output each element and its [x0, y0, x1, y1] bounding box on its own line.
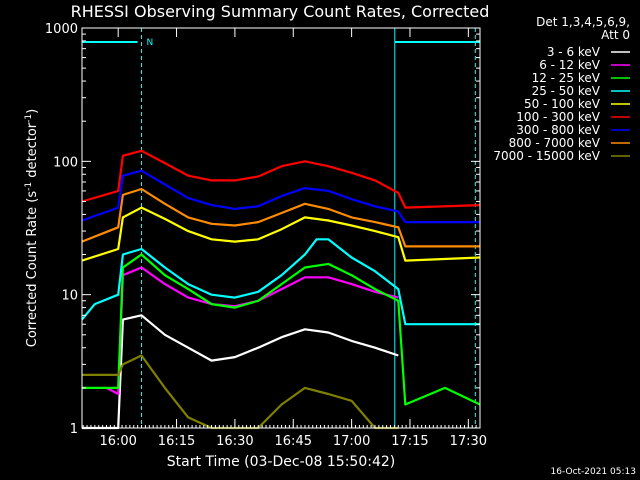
y-axis-label: Corrected Count Rate (s-1 detector-1) — [24, 109, 40, 347]
legend-label: 100 - 300 keV — [516, 110, 600, 124]
legend-label: 300 - 800 keV — [516, 123, 600, 137]
y-tick-label: 100 — [53, 155, 78, 170]
series-line-6 — [81, 169, 480, 224]
x-tick-label: 16:30 — [216, 434, 253, 449]
x-tick-label: 17:15 — [391, 434, 428, 449]
timestamp: 16-Oct-2021 05:13 — [551, 467, 636, 477]
legend-header-line-1: Det 1,3,4,5,6,9, — [536, 15, 630, 29]
x-tick-label: 17:00 — [333, 434, 370, 449]
legend-label: 3 - 6 keV — [547, 45, 601, 59]
y-tick-label: 10 — [61, 289, 78, 304]
y-tick-label: 1 — [70, 422, 78, 437]
x-tick-label: 16:45 — [275, 434, 312, 449]
legend-label: 6 - 12 keV — [539, 58, 601, 72]
chart-title: RHESSI Observing Summary Count Rates, Co… — [71, 2, 490, 21]
legend-label: 800 - 7000 keV — [509, 136, 601, 150]
series-line-7 — [81, 187, 480, 248]
plot-area: N — [81, 28, 481, 430]
series-line-3 — [81, 238, 480, 326]
legend-label: 25 - 50 keV — [532, 84, 601, 98]
y-tick-label: 1000 — [45, 22, 78, 37]
legend-label: 50 - 100 keV — [524, 97, 601, 111]
legend-header-line-2: Att 0 — [601, 28, 630, 42]
x-tick-label: 17:30 — [450, 434, 487, 449]
series-line-5 — [81, 149, 481, 209]
legend-label: 7000 - 15000 keV — [493, 149, 600, 163]
series-line-2 — [82, 253, 481, 406]
x-tick-label: 16:00 — [99, 434, 136, 449]
night-marker-label: N — [147, 38, 154, 48]
series-line-1 — [105, 266, 399, 396]
plot-frame — [81, 27, 481, 429]
legend-label: 12 - 25 keV — [532, 71, 601, 85]
series-line-4 — [81, 206, 481, 262]
x-axis-label: Start Time (03-Dec-08 15:50:42) — [167, 454, 395, 470]
x-tick-label: 16:15 — [158, 434, 195, 449]
series-line-0 — [82, 314, 399, 430]
